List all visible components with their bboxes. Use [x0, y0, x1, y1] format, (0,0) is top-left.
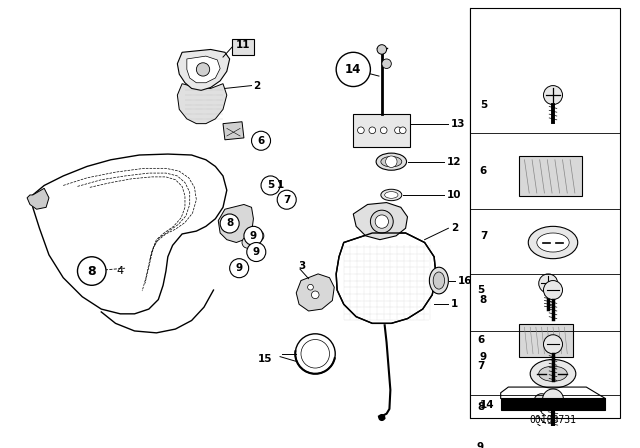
Text: 5: 5 [480, 99, 487, 110]
FancyBboxPatch shape [232, 39, 254, 55]
Ellipse shape [528, 226, 578, 258]
Text: 9: 9 [236, 263, 243, 273]
Text: 6: 6 [477, 336, 484, 345]
Circle shape [543, 335, 563, 354]
Polygon shape [296, 274, 334, 311]
Circle shape [196, 63, 210, 76]
FancyBboxPatch shape [519, 156, 582, 196]
Circle shape [242, 237, 253, 248]
Circle shape [375, 215, 388, 228]
Circle shape [77, 257, 106, 285]
Circle shape [252, 230, 264, 241]
FancyBboxPatch shape [500, 398, 605, 410]
Circle shape [386, 156, 397, 168]
Text: 8: 8 [477, 402, 484, 412]
Polygon shape [218, 204, 253, 242]
Circle shape [395, 127, 401, 134]
FancyBboxPatch shape [470, 8, 620, 418]
Text: 9: 9 [480, 352, 487, 362]
Polygon shape [223, 122, 244, 140]
Text: 1: 1 [277, 181, 284, 190]
Circle shape [534, 394, 549, 409]
Text: 14: 14 [480, 400, 494, 410]
Circle shape [377, 45, 387, 54]
Text: 13: 13 [451, 119, 466, 129]
Polygon shape [353, 114, 410, 147]
Text: 1: 1 [451, 299, 458, 309]
Ellipse shape [433, 272, 445, 289]
Circle shape [399, 127, 406, 134]
Circle shape [336, 52, 371, 86]
Text: 8: 8 [88, 264, 96, 278]
Circle shape [380, 127, 387, 134]
Circle shape [277, 190, 296, 209]
Text: 8: 8 [480, 295, 487, 305]
Ellipse shape [385, 192, 398, 198]
Text: 14: 14 [345, 63, 362, 76]
Text: 12: 12 [447, 157, 461, 167]
Circle shape [261, 176, 280, 195]
Polygon shape [177, 84, 227, 124]
FancyBboxPatch shape [519, 324, 573, 357]
Text: 2: 2 [451, 223, 458, 233]
Text: 6: 6 [257, 136, 265, 146]
Text: 00108731: 00108731 [529, 415, 577, 425]
Circle shape [539, 274, 557, 293]
Circle shape [252, 131, 271, 150]
Ellipse shape [381, 189, 402, 201]
Polygon shape [336, 233, 436, 323]
Ellipse shape [530, 359, 576, 388]
Circle shape [371, 210, 393, 233]
Circle shape [534, 434, 549, 448]
Ellipse shape [376, 153, 406, 170]
Circle shape [244, 226, 263, 246]
Text: 3: 3 [298, 261, 305, 271]
Polygon shape [33, 154, 227, 314]
Circle shape [369, 127, 376, 134]
Text: 9: 9 [477, 442, 484, 448]
Text: 7: 7 [480, 231, 487, 241]
Circle shape [379, 415, 385, 420]
Text: 16: 16 [458, 276, 472, 285]
Circle shape [543, 280, 563, 300]
Text: 8: 8 [226, 219, 233, 228]
Ellipse shape [381, 156, 402, 167]
Text: 6: 6 [480, 166, 487, 176]
Ellipse shape [539, 366, 567, 381]
Text: 5: 5 [267, 181, 274, 190]
Circle shape [543, 86, 563, 105]
Circle shape [220, 214, 239, 233]
Text: 4: 4 [116, 266, 124, 276]
Text: 2: 2 [253, 81, 260, 90]
Circle shape [543, 389, 563, 410]
Circle shape [358, 127, 364, 134]
Polygon shape [27, 188, 49, 209]
Ellipse shape [429, 267, 449, 294]
Circle shape [308, 284, 314, 290]
Circle shape [301, 340, 330, 368]
Text: 7: 7 [477, 361, 484, 371]
Text: 9: 9 [253, 247, 260, 257]
Text: 11: 11 [236, 40, 251, 50]
Ellipse shape [382, 59, 391, 69]
Circle shape [247, 242, 266, 262]
Polygon shape [187, 56, 220, 83]
Text: 15: 15 [258, 354, 273, 365]
Circle shape [230, 258, 249, 278]
Polygon shape [177, 49, 230, 90]
Text: 7: 7 [283, 195, 291, 205]
Polygon shape [353, 202, 408, 240]
Text: 9: 9 [250, 231, 257, 241]
Circle shape [312, 291, 319, 299]
Ellipse shape [537, 233, 569, 252]
Text: 10: 10 [447, 190, 461, 200]
Text: 5: 5 [477, 285, 484, 295]
